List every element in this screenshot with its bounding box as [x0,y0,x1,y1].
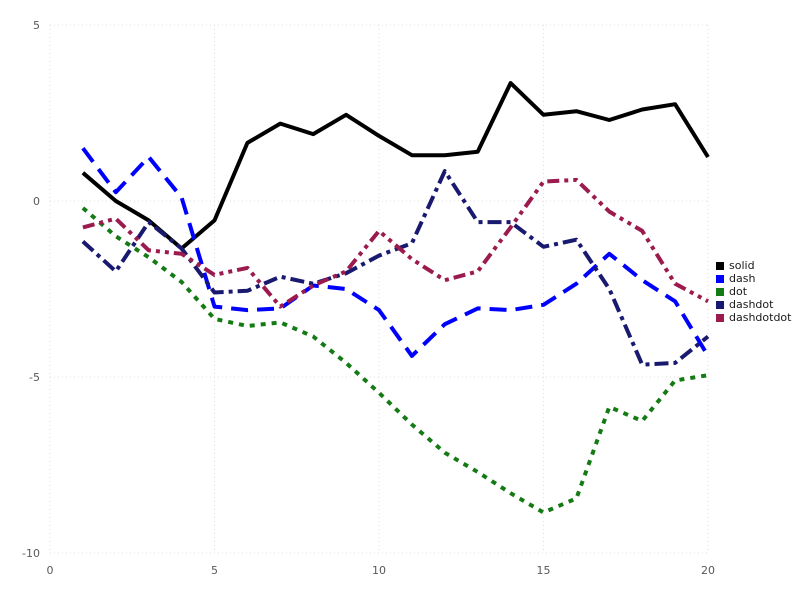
legend-swatch-dash [716,274,724,283]
legend-item-dashdotdot: dashdotdot [716,311,791,324]
x-axis-tick-label: 20 [701,564,715,577]
legend-item-dashdot: dashdot [716,298,791,311]
x-axis-tick-label: 10 [372,564,386,577]
legend-swatch-dot [716,287,724,296]
y-axis-tick-label: -10 [22,547,40,560]
series-line-solid [81,81,710,251]
legend-label-dashdot: dashdot [729,298,774,311]
series-line-dashdot [81,169,710,367]
legend-item-solid: solid [716,259,791,272]
legend-swatch-dashdotdot [716,313,724,322]
legend-swatch-solid [716,261,724,270]
legend-item-dash: dash [716,272,791,285]
series-lines [81,81,710,515]
legend-item-dot: dot [716,285,791,298]
x-axis-tick-label: 0 [47,564,54,577]
legend-label-dot: dot [729,285,748,298]
series-line-dash [81,147,710,358]
y-axis-tick-label: 5 [33,19,40,32]
axis-tick-labels: 0 5 10 15 20 5 0 -5 -10 [22,19,715,577]
x-axis-tick-label: 15 [537,564,551,577]
series-line-dashdotdot [82,177,709,309]
legend: solid dash dot dashdot dashdotdot [716,259,791,324]
y-axis-tick-label: -5 [29,371,40,384]
series-line-dot [81,206,709,515]
legend-swatch-dashdot [716,300,724,309]
x-axis-tick-label: 5 [211,564,218,577]
y-axis-tick-label: 0 [33,195,40,208]
legend-label-dashdotdot: dashdotdot [729,311,792,324]
gridlines [49,24,709,554]
legend-label-solid: solid [729,259,755,272]
legend-label-dash: dash [729,272,756,285]
